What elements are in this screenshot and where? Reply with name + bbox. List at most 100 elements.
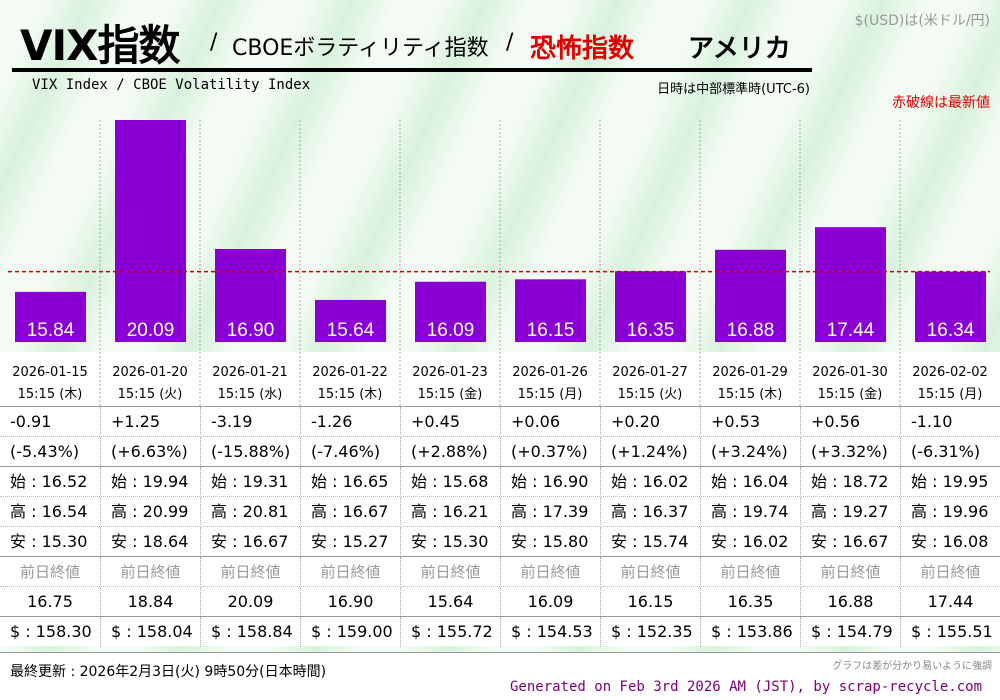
bar <box>15 291 86 342</box>
change-cell: -1.10 <box>900 407 1000 437</box>
change-cell: -1.26 <box>300 407 400 437</box>
prev-close-label: 前日終値 <box>300 557 400 587</box>
last-updated: 最終更新 : 2026年2月3日(火) 9時50分(日本時間) <box>10 664 327 680</box>
open-cell: 始 : 16.02 <box>600 467 700 497</box>
usdjpy-cell: $ : 159.00 <box>300 617 400 647</box>
title-fear-index: 恐怖指数 <box>530 34 635 64</box>
prev-close-cell: 16.09 <box>500 587 600 617</box>
x-tick-date: 2026-01-23 <box>412 365 488 380</box>
x-tick-date: 2026-02-02 <box>912 365 988 380</box>
low-cell: 安 : 18.64 <box>100 527 200 557</box>
bar-value-label: 20.09 <box>127 320 175 341</box>
open-cell: 始 : 16.65 <box>300 467 400 497</box>
bar-value-label: 16.88 <box>727 320 775 341</box>
low-row: 安 : 15.30 安 : 18.64 安 : 16.67 安 : 15.27 安 : … <box>0 526 1000 557</box>
change-pct-cell: (-5.43%) <box>10 442 80 461</box>
low-cell: 安 : 15.30 <box>10 532 88 551</box>
prev-close-cell: 17.44 <box>900 587 1000 617</box>
low-cell: 安 : 16.67 <box>200 527 300 557</box>
open-cell: 始 : 19.95 <box>900 467 1000 497</box>
title-country: アメリカ <box>688 34 791 64</box>
x-tick-date: 2026-01-21 <box>212 365 288 380</box>
bar-value-label: 15.84 <box>27 320 75 341</box>
bar-value-label: 16.90 <box>227 320 275 341</box>
bar-value-label: 16.09 <box>427 320 475 341</box>
prev-close-cell: 20.09 <box>200 587 300 617</box>
low-cell: 安 : 15.30 <box>400 527 500 557</box>
change-pct-cell: (+0.37%) <box>500 437 600 467</box>
usdjpy-cell: $ : 155.51 <box>900 617 1000 647</box>
open-cell: 始 : 16.04 <box>700 467 800 497</box>
open-row: 始 : 16.52 始 : 19.94 始 : 19.31 始 : 16.65 始 : … <box>0 466 1000 497</box>
x-tick-date: 2026-01-15 <box>12 365 88 380</box>
change-row: -0.91 +1.25 -3.19 -1.26 +0.45 +0.06 +0.20 +0.53… <box>0 406 1000 437</box>
usdjpy-cell: $ : 154.53 <box>500 617 600 647</box>
prev-close-label: 前日終値 <box>400 557 500 587</box>
title-separator: / <box>210 30 218 55</box>
change-cell: +1.25 <box>100 407 200 437</box>
x-tick-date: 2026-01-29 <box>712 365 788 380</box>
low-cell: 安 : 15.80 <box>500 527 600 557</box>
bar-value-label: 17.44 <box>827 320 875 341</box>
x-tick-date: 2026-01-26 <box>512 365 588 380</box>
open-cell: 始 : 19.31 <box>200 467 300 497</box>
high-cell: 高 : 16.37 <box>600 497 700 527</box>
x-tick-time: 15:15 (月) <box>918 387 983 402</box>
low-cell: 安 : 16.02 <box>700 527 800 557</box>
x-tick-date: 2026-01-20 <box>112 365 188 380</box>
x-tick-time: 15:15 (木) <box>318 387 383 402</box>
usdjpy-cell: $ : 154.79 <box>800 617 900 647</box>
x-tick-date: 2026-01-22 <box>312 365 388 380</box>
low-cell: 安 : 15.74 <box>600 527 700 557</box>
bar <box>215 248 286 342</box>
x-tick-time: 15:15 (火) <box>118 387 183 402</box>
usdjpy-cell: $ : 158.84 <box>200 617 300 647</box>
x-tick-time: 15:15 (水) <box>218 387 283 402</box>
prev-close-label: 前日終値 <box>900 557 1000 587</box>
x-tick-time: 15:15 (月) <box>518 387 583 402</box>
prev-close-label: 前日終値 <box>19 563 80 581</box>
high-cell: 高 : 16.21 <box>400 497 500 527</box>
usdjpy-cell: $ : 155.72 <box>400 617 500 647</box>
prev-close-cell: 18.84 <box>100 587 200 617</box>
change-cell: +0.56 <box>800 407 900 437</box>
usdjpy-cell: $ : 153.86 <box>700 617 800 647</box>
bar <box>815 227 886 342</box>
bar-value-label: 16.35 <box>627 320 675 341</box>
page-title: VIX指数 <box>20 21 181 70</box>
change-cell: +0.53 <box>700 407 800 437</box>
change-pct-cell: (+6.63%) <box>100 437 200 467</box>
emphasis-note: グラフは差が分かり易いように強調 <box>832 661 992 672</box>
bar <box>115 120 186 342</box>
usdjpy-cell: $ : 152.35 <box>600 617 700 647</box>
prev-close-cell: 16.35 <box>700 587 800 617</box>
high-cell: 高 : 20.81 <box>200 497 300 527</box>
header: VIX指数 / CBOEボラティリティ指数 / 恐怖指数 アメリカ $(USD)… <box>0 0 1000 111</box>
prev-close-label: 前日終値 <box>200 557 300 587</box>
bar <box>415 281 486 342</box>
change-cell: +0.20 <box>600 407 700 437</box>
change-cell: -3.19 <box>200 407 300 437</box>
low-cell: 安 : 16.67 <box>800 527 900 557</box>
usdjpy-cell: $ : 158.04 <box>100 617 200 647</box>
title-subtitle: CBOEボラティリティ指数 <box>232 36 489 61</box>
usdjpy-row: $ : 158.30 $ : 158.04 $ : 158.84 $ : 159.00… <box>0 616 1000 647</box>
prev-close-cell: 15.64 <box>400 587 500 617</box>
change-pct-cell: (+3.24%) <box>700 437 800 467</box>
open-cell: 始 : 18.72 <box>800 467 900 497</box>
high-cell: 高 : 16.54 <box>10 502 88 521</box>
change-pct-cell: (-7.46%) <box>300 437 400 467</box>
prev-close-cell: 16.75 <box>27 592 73 611</box>
prev-close-cell: 16.15 <box>600 587 700 617</box>
high-cell: 高 : 17.39 <box>500 497 600 527</box>
change-pct-row: (-5.43%) (+6.63%) (-15.88%) (-7.46%) (+2.88%… <box>0 436 1000 467</box>
high-cell: 高 : 19.27 <box>800 497 900 527</box>
prev-close-label: 前日終値 <box>700 557 800 587</box>
bar <box>615 271 686 342</box>
prev-close-cell: 16.90 <box>300 587 400 617</box>
prev-close-label: 前日終値 <box>600 557 700 587</box>
title-underline <box>12 68 812 72</box>
english-subtitle: VIX Index / CBOE Volatility Index <box>32 77 311 93</box>
latest-line-note: 赤破線は最新値 <box>892 95 990 111</box>
